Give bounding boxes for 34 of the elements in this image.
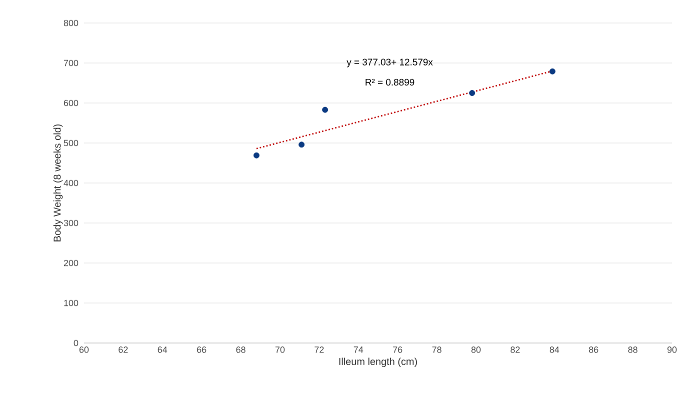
x-tick-label: 88 [628, 346, 638, 353]
annotation: R² = 0.8899 [366, 78, 414, 86]
y-tick-label: 600 [64, 100, 78, 106]
y-tick-label: 300 [64, 220, 78, 226]
x-tick-label: 76 [393, 346, 402, 353]
x-tick-label: 72 [314, 346, 324, 353]
point [549, 68, 556, 74]
y-tick-label: 500 [64, 140, 78, 146]
x-tick-label: 80 [471, 346, 481, 353]
point [322, 106, 328, 113]
point [469, 90, 476, 96]
y-tick-label: 0 [74, 340, 78, 346]
x-tick-label: 64 [158, 346, 168, 353]
x-tick-label: 70 [275, 346, 285, 353]
y-tick-label: 700 [64, 60, 78, 66]
y-tick-label: 100 [64, 300, 78, 306]
y-axis-title: Body Weight (8 weeks old) [53, 124, 63, 242]
x-tick-label: 66 [197, 346, 206, 353]
y-tick-label: 200 [64, 260, 78, 266]
point [253, 152, 260, 158]
x-tick-label: 84 [550, 346, 560, 353]
x-tick-label: 86 [589, 346, 598, 353]
x-axis-title: Illeum length (cm) [339, 358, 417, 367]
x-tick-label: 82 [510, 346, 520, 353]
annotation: y = 377.03+ 12.579x [346, 58, 433, 68]
x-tick-label: 68 [236, 346, 246, 353]
point [298, 142, 305, 148]
x-tick-label: 90 [667, 346, 677, 353]
x-tick-label: 78 [432, 346, 442, 353]
y-tick-label: 400 [64, 180, 78, 186]
x-tick-label: 74 [354, 346, 364, 353]
x-tick-label: 62 [118, 346, 128, 353]
y-tick-label: 800 [64, 20, 78, 26]
x-tick-label: 60 [79, 346, 89, 353]
